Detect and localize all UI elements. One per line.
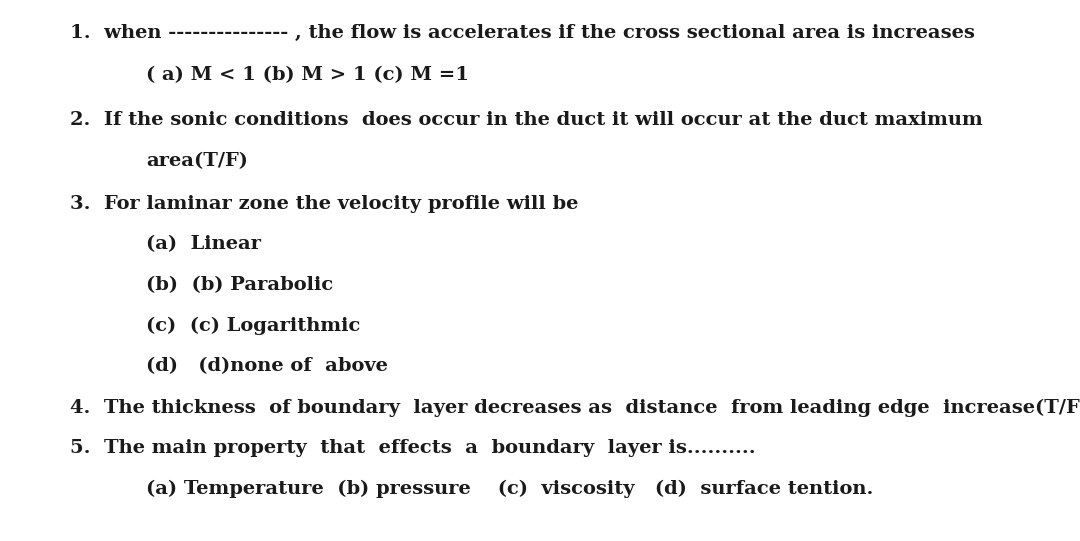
Text: 5.  The main property  that  effects  a  boundary  layer is..........: 5. The main property that effects a boun… — [70, 439, 756, 457]
Text: (a)  Linear: (a) Linear — [146, 235, 260, 253]
Text: 1.  when --------------- , the flow is accelerates if the cross sectional area i: 1. when --------------- , the flow is ac… — [70, 24, 975, 42]
Text: ( a) M < 1 (b) M > 1 (c) M =1: ( a) M < 1 (b) M > 1 (c) M =1 — [146, 66, 469, 84]
Text: (a) Temperature  (b) pressure    (c)  viscosity   (d)  surface tention.: (a) Temperature (b) pressure (c) viscosi… — [146, 480, 873, 498]
Text: (d)   (d)none of  above: (d) (d)none of above — [146, 357, 388, 375]
Text: area(T/F): area(T/F) — [146, 153, 247, 170]
Text: 4.  The thickness  of boundary  layer decreases as  distance  from leading edge : 4. The thickness of boundary layer decre… — [70, 399, 1080, 417]
Text: (c)  (c) Logarithmic: (c) (c) Logarithmic — [146, 316, 360, 335]
Text: 2.  If the sonic conditions  does occur in the duct it will occur at the duct ma: 2. If the sonic conditions does occur in… — [70, 111, 983, 129]
Text: (b)  (b) Parabolic: (b) (b) Parabolic — [146, 276, 333, 294]
Text: 3.  For laminar zone the velocity profile will be: 3. For laminar zone the velocity profile… — [70, 195, 579, 213]
